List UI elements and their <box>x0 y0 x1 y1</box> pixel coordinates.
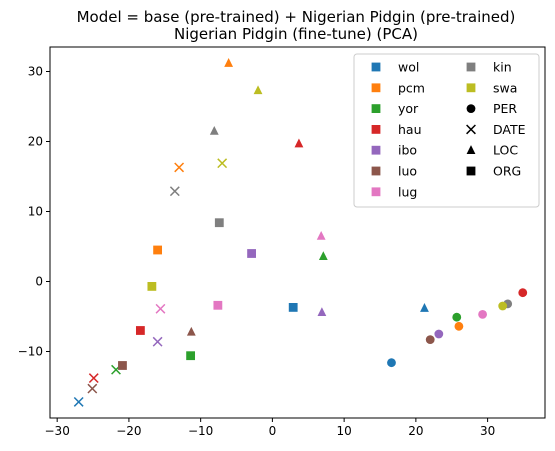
x-tick-label: 30 <box>480 424 495 438</box>
point-swa-loc <box>253 85 263 95</box>
legend-label-pcm: pcm <box>398 80 425 95</box>
x-tick-label: −20 <box>116 424 141 438</box>
point-kin-loc <box>209 125 219 135</box>
legend-marker-hau <box>371 125 381 134</box>
legend-marker-luo <box>371 166 381 176</box>
legend-marker-swa <box>466 83 476 93</box>
y-tick-label: 10 <box>28 205 43 219</box>
legend-label-yor: yor <box>398 101 419 116</box>
point-pcm-per <box>454 321 464 331</box>
point-kin-org <box>214 218 224 228</box>
legend-label-per: PER <box>493 101 517 116</box>
point-luo-date <box>87 383 98 394</box>
legend-label-loc: LOC <box>493 143 518 158</box>
x-tick-label: 0 <box>269 424 277 438</box>
legend-box <box>353 53 540 208</box>
point-wol-loc <box>420 303 429 312</box>
legend-marker-lug <box>371 187 381 197</box>
point-yor-org <box>186 351 196 361</box>
point-swa-per <box>498 301 508 311</box>
data-points <box>73 58 528 407</box>
point-kin-date <box>169 186 180 197</box>
point-ibo-loc <box>317 307 327 317</box>
point-lug-org <box>213 300 223 310</box>
point-yor-per <box>452 312 462 322</box>
point-swa-org <box>147 282 157 291</box>
point-lug-per <box>478 310 487 319</box>
legend-label-ibo: ibo <box>398 143 417 158</box>
legend-label-luo: luo <box>398 164 417 179</box>
x-tick-label: 10 <box>336 424 351 438</box>
point-hau-per <box>518 288 528 298</box>
x-tick-label: 20 <box>408 424 423 438</box>
point-wol-date <box>73 396 84 407</box>
point-hau-loc <box>294 138 304 148</box>
legend-marker-wol <box>371 62 381 72</box>
point-wol-per <box>387 358 396 368</box>
axes: −30 −20 −10 0 10 20 30 −10 0 10 20 30 <box>18 46 546 438</box>
legend-marker-pcm <box>371 83 381 93</box>
legend-marker-org <box>466 166 476 176</box>
legend: wol pcm yor hau ibo luo lug kin swa PER DATE LOC ORG <box>353 53 540 208</box>
point-lug-date <box>155 303 166 314</box>
plot-frame <box>49 46 546 419</box>
legend-label-org: ORG <box>493 164 521 179</box>
y-tick-label: 0 <box>35 275 43 289</box>
y-tick-label: 20 <box>28 135 43 149</box>
point-hau-org <box>135 326 145 335</box>
point-luo-org <box>118 361 127 370</box>
y-tick-label: 30 <box>28 65 43 79</box>
legend-marker-ibo <box>371 145 381 155</box>
legend-label-wol: wol <box>398 60 419 75</box>
point-pcm-date <box>174 162 185 173</box>
x-tick-label: −10 <box>188 424 213 438</box>
point-luo-per <box>425 335 435 344</box>
x-tick-label: −30 <box>45 424 70 438</box>
chart-title-line-2: Nigerian Pidgin (fine-tune) (PCA) <box>174 25 418 43</box>
point-pcm-loc <box>224 58 234 67</box>
point-pcm-org <box>153 245 163 255</box>
legend-marker-loc <box>466 145 476 154</box>
legend-label-lug: lug <box>398 184 417 199</box>
point-lug-loc <box>316 230 326 240</box>
point-ibo-org <box>247 249 256 258</box>
legend-label-swa: swa <box>493 80 517 95</box>
legend-marker-kin <box>466 62 476 72</box>
point-wol-org <box>288 303 298 312</box>
legend-label-date: DATE <box>493 122 526 137</box>
chart-title-line-1: Model = base (pre-trained) + Nigerian Pi… <box>77 8 516 26</box>
point-hau-date <box>88 373 99 384</box>
legend-label-hau: hau <box>398 122 422 137</box>
legend-label-kin: kin <box>493 60 512 75</box>
point-yor-loc <box>318 251 328 261</box>
legend-marker-date <box>466 124 476 135</box>
y-tick-label: −10 <box>18 345 43 359</box>
point-ibo-date <box>152 336 163 347</box>
legend-marker-yor <box>371 104 381 113</box>
point-swa-date <box>217 158 228 169</box>
point-ibo-per <box>434 329 444 339</box>
legend-marker-per <box>466 104 476 113</box>
point-luo-loc <box>186 326 196 336</box>
